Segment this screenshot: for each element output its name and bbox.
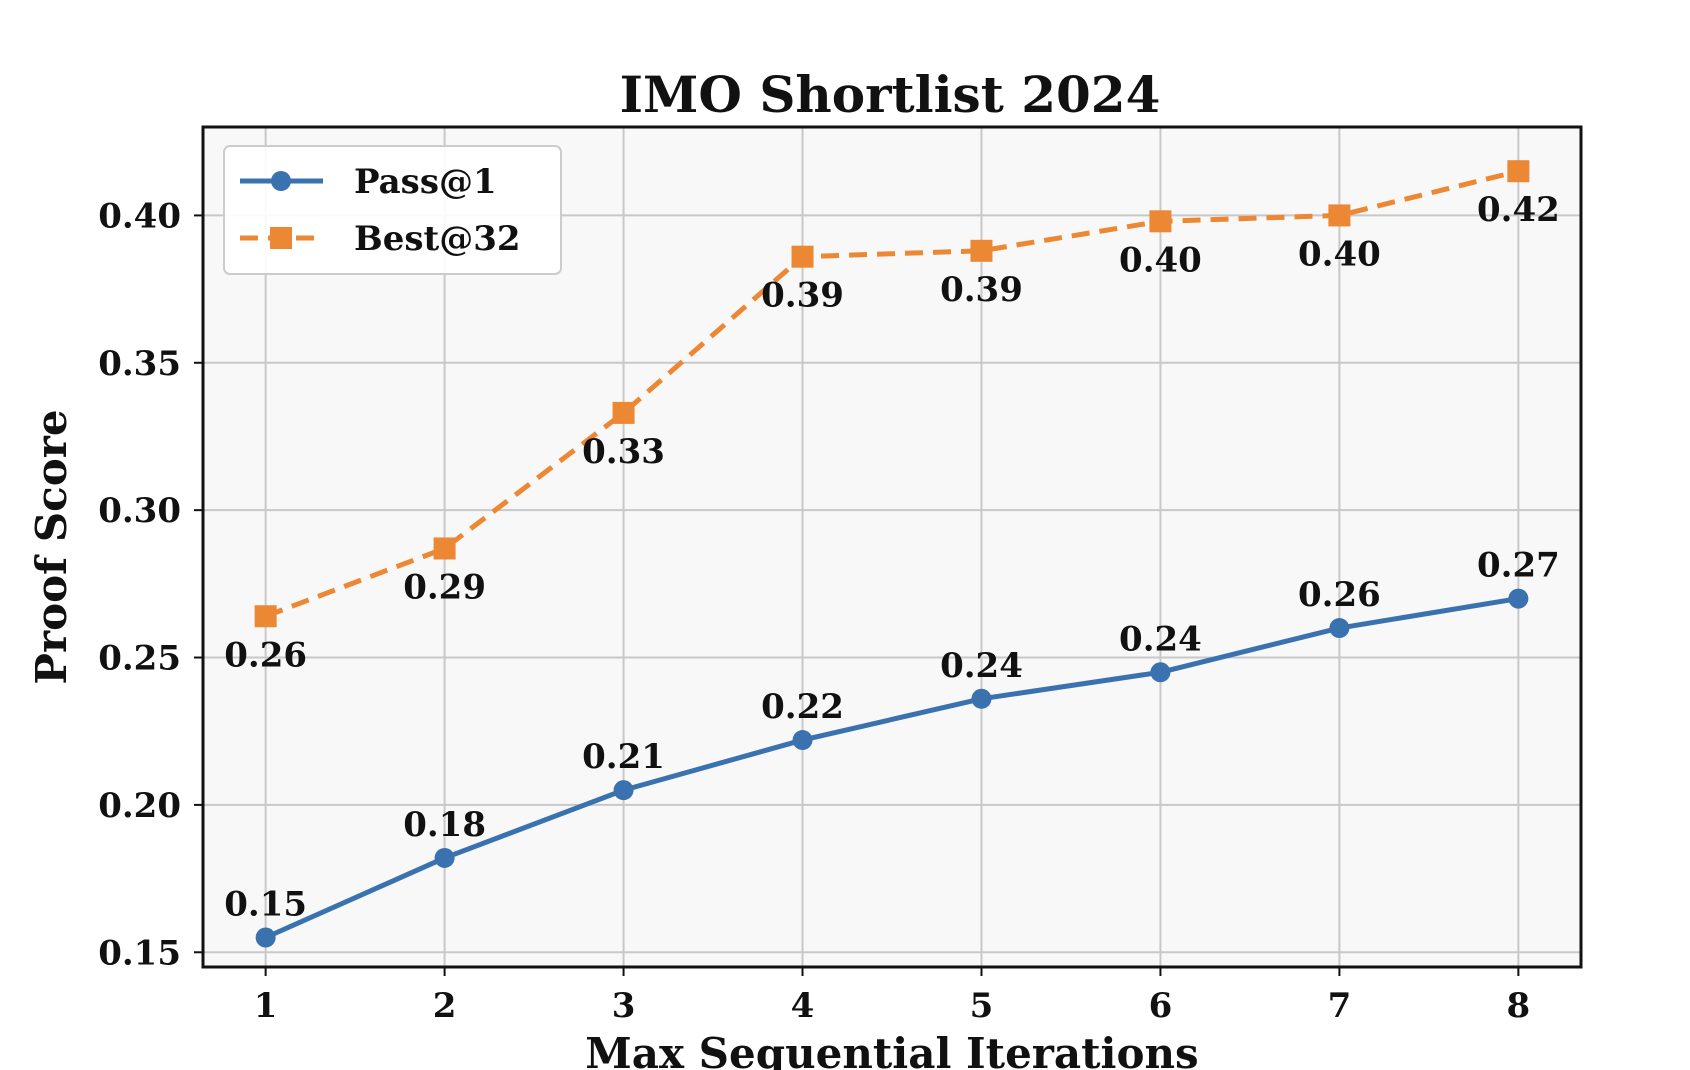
data-label-pass-1: 0.24: [1119, 619, 1202, 659]
data-point-best-32: [1328, 204, 1351, 227]
legend: Pass@1 Best@32: [223, 145, 562, 275]
data-label-best-32: 0.39: [761, 276, 844, 316]
legend-label-best-32: Best@32: [354, 219, 521, 259]
y-tick-label: 0.15: [98, 933, 181, 973]
data-point-best-32: [254, 605, 277, 628]
chart-title: IMO Shortlist 2024: [620, 65, 1161, 124]
y-tick-label: 0.40: [98, 196, 181, 236]
x-axis-label: Max Sequential Iterations: [585, 1029, 1198, 1070]
data-point-best-32: [791, 245, 814, 268]
y-tick-label: 0.30: [98, 491, 181, 531]
y-tick-label: 0.20: [98, 786, 181, 826]
data-label-pass-1: 0.22: [761, 687, 844, 727]
data-label-best-32: 0.39: [940, 270, 1023, 310]
data-point-pass-1: [613, 780, 634, 801]
data-point-pass-1: [792, 730, 813, 751]
legend-marker-pass-1: [271, 171, 291, 191]
data-point-pass-1: [1150, 662, 1171, 683]
data-point-best-32: [1507, 160, 1530, 183]
data-labels: 0.15 0.18 0.21 0.22 0.24 0.24 0.26 0.27 0.26 0.29…: [224, 190, 1560, 924]
data-label-pass-1: 0.18: [403, 805, 486, 845]
data-point-pass-1: [971, 688, 992, 709]
data-label-best-32: 0.40: [1119, 240, 1202, 280]
y-tick-label: 0.35: [98, 344, 181, 384]
data-label-pass-1: 0.21: [582, 737, 665, 777]
x-tick-label: 6: [1149, 986, 1173, 1026]
x-tick-label: 1: [254, 986, 278, 1026]
data-label-pass-1: 0.24: [940, 646, 1023, 686]
data-point-best-32: [433, 537, 456, 560]
data-label-pass-1: 0.15: [224, 885, 307, 925]
y-axis-ticks: 0.15 0.20 0.25 0.30 0.35 0.40: [98, 196, 203, 973]
series-layer: [254, 160, 1530, 948]
y-tick-label: 0.25: [98, 639, 181, 679]
data-label-best-32: 0.29: [403, 567, 486, 607]
data-label-best-32: 0.40: [1298, 234, 1381, 274]
data-point-pass-1: [255, 927, 276, 948]
data-point-best-32: [970, 239, 993, 262]
legend-box: [223, 145, 562, 275]
plot-frame: [201, 125, 1583, 969]
x-tick-label: 7: [1328, 986, 1352, 1026]
legend-marker-best-32: [270, 227, 292, 249]
y-axis-label: Proof Score: [27, 409, 76, 684]
x-tick-label: 2: [433, 986, 457, 1026]
data-point-best-32: [1149, 210, 1172, 233]
series-line-pass-1: [264, 596, 1519, 940]
grid-lines: [203, 127, 1581, 967]
data-point-pass-1: [1329, 618, 1350, 639]
data-label-best-32: 0.33: [582, 432, 665, 472]
x-tick-label: 8: [1507, 986, 1531, 1026]
x-axis-ticks: 1 2 3 4 5 6 7 8: [254, 967, 1530, 1026]
data-label-best-32: 0.42: [1477, 190, 1560, 230]
legend-label-pass-1: Pass@1: [354, 162, 497, 202]
x-tick-label: 3: [612, 986, 636, 1026]
data-label-pass-1: 0.27: [1477, 546, 1560, 586]
x-tick-label: 5: [970, 986, 994, 1026]
x-tick-label: 4: [791, 986, 815, 1026]
data-label-best-32: 0.26: [224, 635, 307, 675]
data-label-pass-1: 0.26: [1298, 575, 1381, 615]
data-point-pass-1: [434, 847, 455, 868]
data-point-best-32: [612, 401, 635, 424]
series-line-best-32: [264, 168, 1519, 619]
data-point-pass-1: [1508, 588, 1529, 609]
